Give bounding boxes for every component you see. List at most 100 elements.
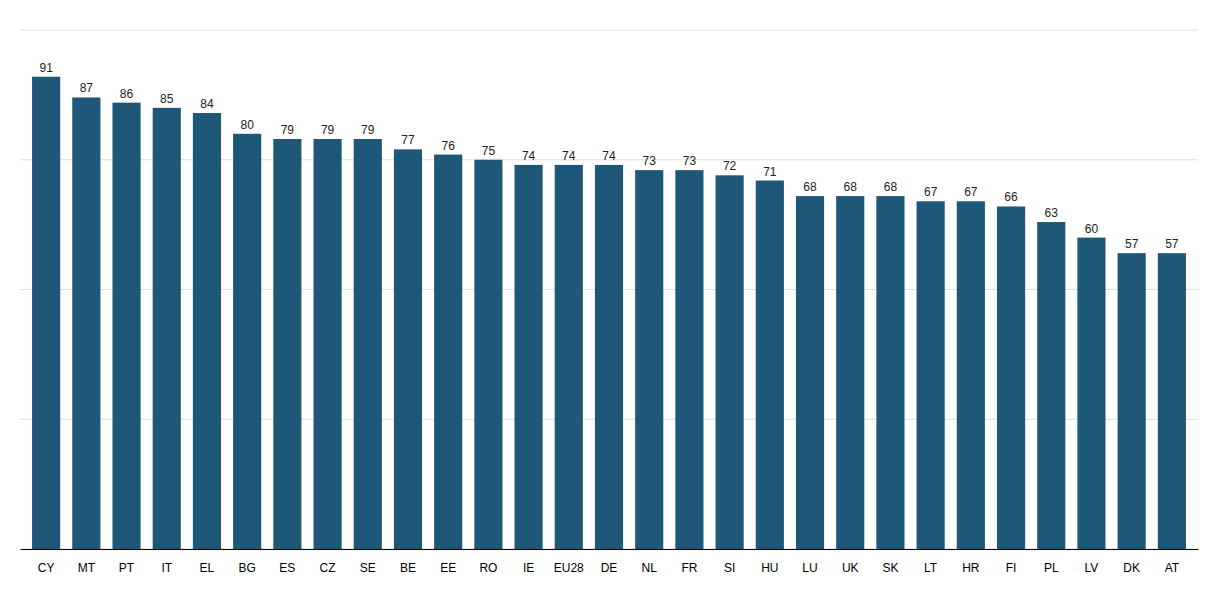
- x-tick: DE: [601, 561, 618, 575]
- x-tick: PT: [119, 561, 135, 575]
- bar: [394, 149, 422, 549]
- data-label: 67: [964, 185, 978, 199]
- x-tick: CY: [38, 561, 55, 575]
- x-tick-label: FR: [681, 561, 697, 575]
- x-tick: EL: [200, 561, 215, 575]
- bar: [1077, 238, 1105, 549]
- data-label: 74: [602, 149, 616, 163]
- x-tick-label: DE: [601, 561, 618, 575]
- x-tick-label: EU28: [554, 561, 584, 575]
- bar: [595, 165, 623, 549]
- x-tick: ES: [279, 561, 295, 575]
- x-tick: CZ: [320, 561, 336, 575]
- x-tick: RO: [479, 561, 497, 575]
- data-label: 86: [120, 87, 134, 101]
- bar: [313, 139, 341, 549]
- x-tick-label: NL: [642, 561, 658, 575]
- x-tick-label: EE: [440, 561, 456, 575]
- x-tick-label: SE: [360, 561, 376, 575]
- x-tick-label: AT: [1165, 561, 1180, 575]
- bar: [836, 196, 864, 549]
- data-label: 68: [884, 180, 898, 194]
- data-label: 87: [80, 81, 94, 95]
- x-tick: PL: [1044, 561, 1059, 575]
- x-tick: UK: [842, 561, 859, 575]
- x-tick-label: DK: [1123, 561, 1140, 575]
- data-label: 63: [1045, 206, 1059, 220]
- x-tick: HU: [761, 561, 778, 575]
- x-tick: BE: [400, 561, 416, 575]
- x-tick-label: LT: [924, 561, 938, 575]
- x-tick: AT: [1165, 561, 1180, 575]
- bar: [876, 196, 904, 549]
- plot: 9187868584807979797776757474747373727168…: [20, 30, 1199, 575]
- data-label: 76: [442, 139, 456, 153]
- x-tick: LU: [802, 561, 817, 575]
- bar: [1037, 222, 1065, 549]
- x-tick-label: CY: [38, 561, 55, 575]
- data-labels: 9187868584807979797776757474747373727168…: [39, 61, 1178, 251]
- data-label: 73: [683, 154, 697, 168]
- x-axis-line: [21, 549, 1199, 550]
- x-tick: SI: [724, 561, 735, 575]
- data-label: 67: [924, 185, 938, 199]
- bar: [72, 97, 100, 549]
- data-label: 79: [361, 123, 375, 137]
- bar: [32, 77, 60, 549]
- data-label: 57: [1125, 237, 1139, 251]
- data-label: 72: [723, 159, 737, 173]
- bar: [917, 201, 945, 549]
- x-tick-label: EL: [200, 561, 215, 575]
- bar: [716, 175, 744, 549]
- bar: [796, 196, 824, 549]
- data-label: 66: [1004, 190, 1018, 204]
- grid: [20, 30, 1198, 549]
- data-label: 77: [401, 133, 415, 147]
- x-tick-label: BE: [400, 561, 416, 575]
- bars: [32, 77, 1186, 549]
- x-axis: CY MT PT IT EL BG ES CZ SE BE EE RO IE EU28 DE NL FR SI HU…: [21, 550, 1199, 576]
- data-label: 68: [844, 180, 858, 194]
- bar: [515, 165, 543, 549]
- data-label: 74: [562, 149, 576, 163]
- bar: [434, 155, 462, 549]
- x-tick-label: MT: [78, 561, 96, 575]
- x-tick: DK: [1123, 561, 1140, 575]
- x-tick: SE: [360, 561, 376, 575]
- data-label: 71: [763, 165, 777, 179]
- x-tick-label: LU: [802, 561, 817, 575]
- data-label: 74: [522, 149, 536, 163]
- x-tick-label: SK: [882, 561, 898, 575]
- bar: [354, 139, 382, 549]
- bar: [675, 170, 703, 549]
- x-tick-label: HR: [962, 561, 980, 575]
- bar: [474, 160, 502, 549]
- bar: [1158, 253, 1186, 549]
- x-tick: HR: [962, 561, 980, 575]
- x-tick-label: RO: [479, 561, 497, 575]
- bar: [756, 181, 784, 549]
- x-tick-label: CZ: [320, 561, 336, 575]
- x-tick: IT: [161, 561, 172, 575]
- data-label: 75: [482, 144, 496, 158]
- data-label: 79: [321, 123, 335, 137]
- data-label: 60: [1085, 222, 1099, 236]
- x-tick: FR: [681, 561, 697, 575]
- bar: [635, 170, 663, 549]
- x-tick-label: IE: [523, 561, 534, 575]
- data-label: 80: [240, 118, 254, 132]
- x-tick-label: UK: [842, 561, 859, 575]
- x-tick-label: LV: [1085, 561, 1099, 575]
- bar: [997, 206, 1025, 549]
- data-label: 73: [643, 154, 657, 168]
- bar: [193, 113, 221, 549]
- x-tick: EU28: [554, 561, 584, 575]
- x-tick-label: PT: [119, 561, 135, 575]
- x-tick: SK: [882, 561, 898, 575]
- data-label: 68: [803, 180, 817, 194]
- data-label: 57: [1165, 237, 1179, 251]
- x-tick-label: BG: [238, 561, 255, 575]
- bar: [957, 201, 985, 549]
- data-label: 91: [39, 61, 53, 75]
- bar: [112, 103, 140, 549]
